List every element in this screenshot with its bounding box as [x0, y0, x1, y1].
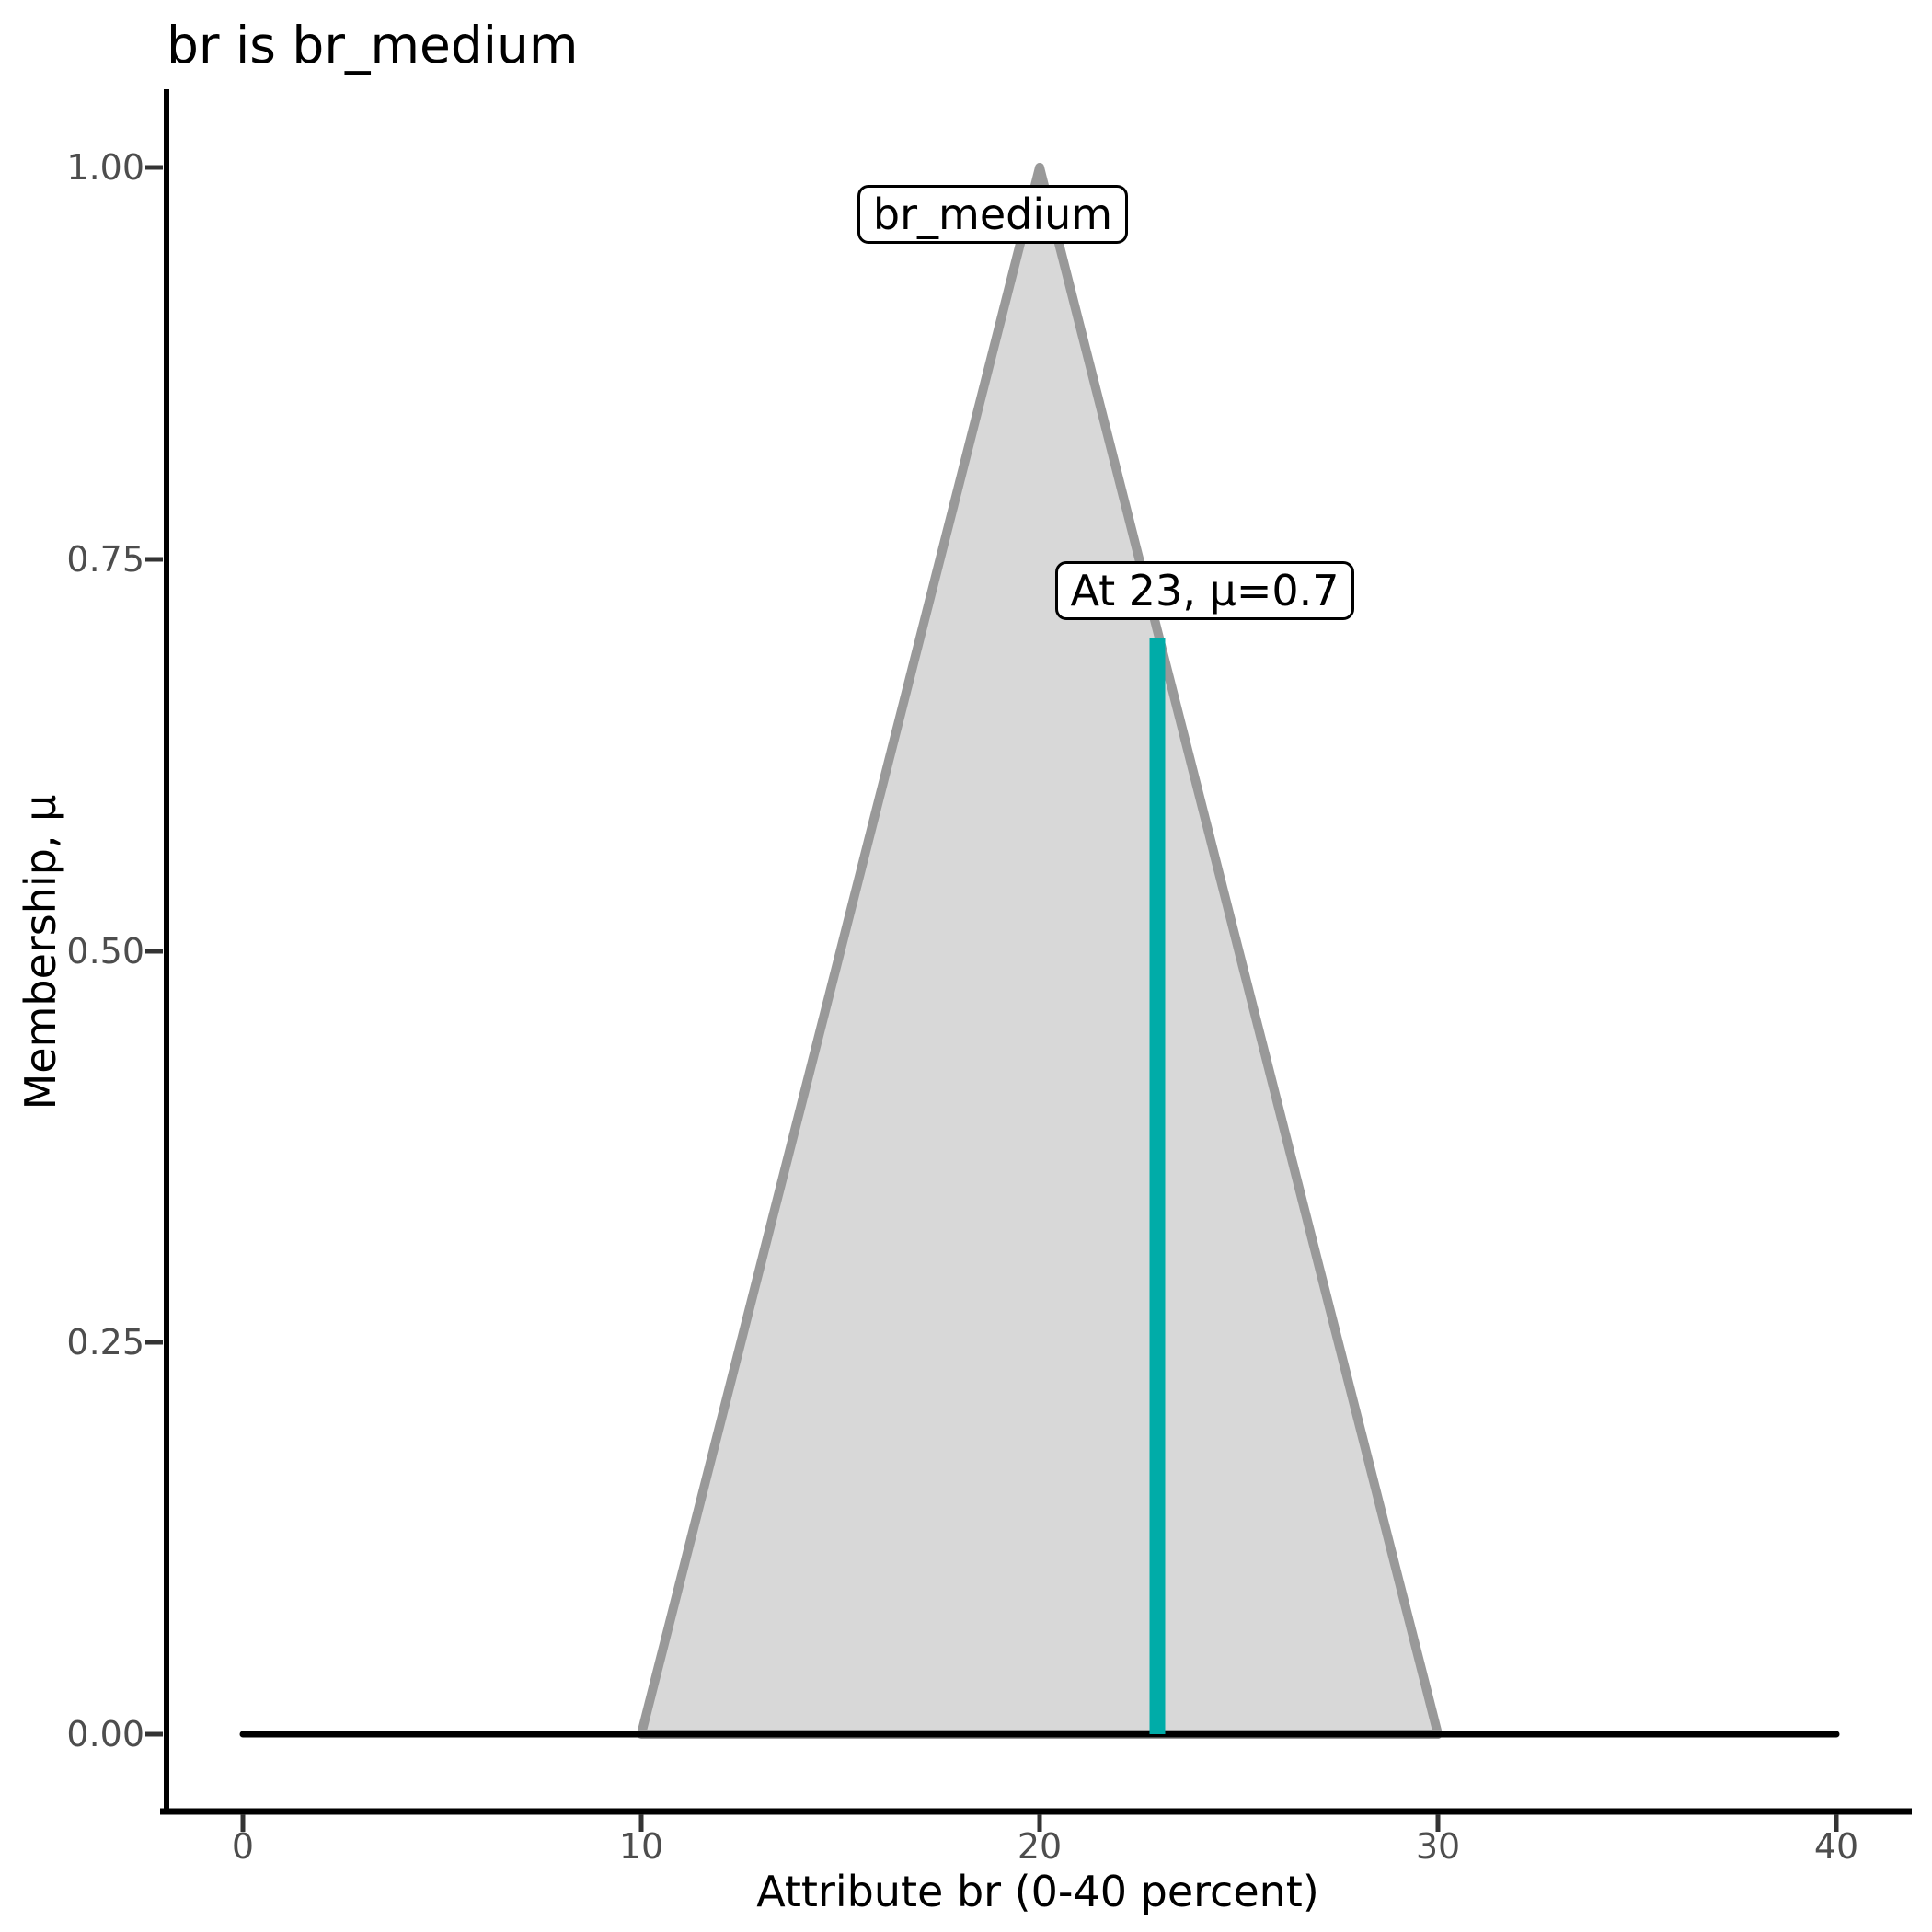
y-tick-label-0.25: 0.25	[66, 1322, 144, 1363]
y-tick-marks	[145, 165, 163, 1737]
evaluation-label-box: At 23, μ=0.7	[1055, 561, 1354, 620]
membership-triangle	[637, 163, 1443, 1739]
x-tick-label-10: 10	[618, 1826, 664, 1867]
set-name-label-box: br_medium	[857, 185, 1128, 244]
x-tick-marks	[240, 1814, 1839, 1832]
x-tick-label-30: 30	[1415, 1826, 1461, 1867]
y-tick-label-0.00: 0.00	[66, 1714, 144, 1754]
x-axis-title: Attribute br (0-40 percent)	[756, 1867, 1319, 1916]
evaluation-label: At 23, μ=0.7	[1070, 566, 1340, 615]
x-tick-label-0: 0	[231, 1826, 255, 1867]
x-tick-label-20: 20	[1017, 1826, 1063, 1867]
x-tick-label-40: 40	[1813, 1826, 1859, 1867]
y-tick-label-0.75: 0.75	[66, 539, 144, 580]
y-tick-label-0.50: 0.50	[66, 931, 144, 972]
y-tick-label-1.00: 1.00	[66, 147, 144, 188]
chart-title: br is br_medium	[167, 16, 579, 75]
set-name-label: br_medium	[872, 190, 1113, 239]
